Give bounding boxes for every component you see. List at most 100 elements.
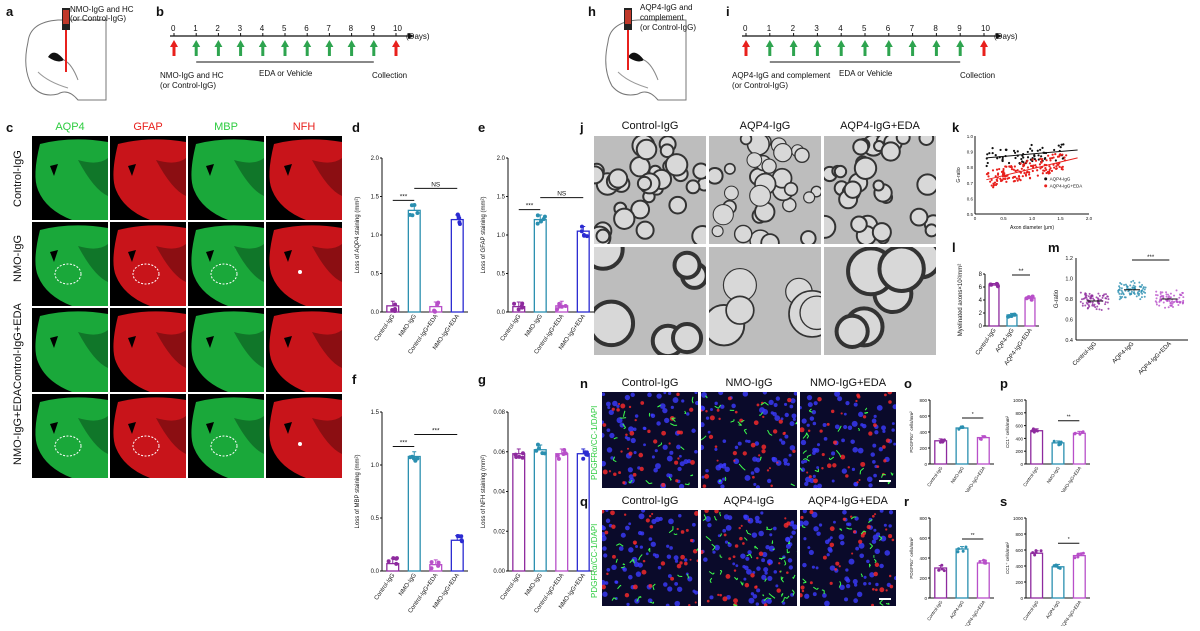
y-tick-label: 800 [919,398,927,403]
tissue-shape [35,225,108,306]
dapi-nucleus [662,407,668,414]
data-point [1025,161,1028,164]
treatment-arrow-icon [236,40,245,56]
ventricle [206,422,214,434]
ventricle [128,336,136,348]
data-point [534,448,539,453]
brain-section-svg [191,397,264,478]
pdgfra-cell [670,423,678,426]
data-point [535,221,540,226]
dapi-nucleus [717,534,721,538]
cc1-cell [871,603,875,606]
bar [576,453,590,572]
cc1-cell [611,524,616,529]
data-point [978,560,982,564]
dapi-nucleus [679,461,685,467]
cc1-cell [801,589,805,593]
cc1-cell [832,463,837,468]
dapi-nucleus [812,474,816,478]
dapi-nucleus [853,598,859,604]
data-point [1031,149,1034,152]
cc1-cell [689,558,692,561]
lesion-outline [54,263,82,285]
dapi-nucleus [666,455,673,462]
data-point [1045,159,1048,162]
dapi-nucleus [715,464,722,471]
y-tick-label: 400 [1015,436,1023,441]
data-point [1026,150,1029,154]
myelinated-axon [799,295,821,331]
dapi-nucleus [808,549,814,556]
dapi-nucleus [779,438,783,442]
data-point [1063,156,1066,159]
dapi-nucleus [761,558,766,563]
data-point [1141,284,1144,287]
data-point [555,307,560,312]
pdgfra-cell [638,554,643,561]
x-axis-label: Axon diameter (μm) [1010,225,1054,231]
cc1-cell [763,603,768,606]
dapi-nucleus [813,401,818,406]
y-axis-label: PDGFRα⁺ cells/mm² [909,411,914,453]
cc1-cell [770,484,773,488]
brain-section-image [110,136,186,220]
micrograph-svg [824,136,936,244]
dapi-nucleus [811,410,817,415]
data-point [1091,303,1094,306]
dapi-nucleus [666,544,670,548]
tissue-shape [35,397,108,478]
dapi-nucleus [800,520,804,527]
dapi-nucleus [672,397,679,403]
y-tick-label: 0.8 [1065,297,1073,303]
cc1-cell [740,524,743,527]
myelinated-axon [659,143,675,159]
data-point [1088,305,1091,308]
x-tick-label: Control-IgG [1072,341,1098,367]
data-point [959,426,963,430]
scale-bar [879,598,891,600]
cc1-cell [829,526,835,532]
dapi-nucleus [754,441,760,446]
myelinated-axon [761,158,777,174]
pdgfra-cell [766,526,768,531]
bar [1072,554,1086,599]
dapi-nucleus [866,476,873,483]
cc1-cell [885,589,888,592]
pdgfra-cell [759,456,762,461]
cc1-cell [855,399,858,403]
dapi-nucleus [607,405,611,410]
em-column-header: AQP4-IgG+EDA [840,120,920,132]
inject-label-h: AQP4-IgG and complement (or Control-IgG) [640,3,697,32]
panel-label-c: c [6,120,14,135]
data-point [1121,291,1124,294]
dapi-nucleus [758,530,764,537]
cc1-cell [847,466,850,469]
dapi-nucleus [857,447,864,454]
data-point [1054,152,1057,156]
dapi-nucleus [878,447,883,452]
data-point [516,307,521,312]
y-tick-label: 200 [1015,449,1023,454]
dapi-nucleus [724,540,729,544]
dapi-nucleus [673,555,679,561]
data-point [1084,296,1087,299]
tissue-region [312,244,342,282]
data-point [1154,300,1157,303]
dapi-nucleus [725,524,732,531]
dapi-nucleus [701,422,705,428]
data-point [1057,163,1060,166]
pdgfra-cell [615,558,618,563]
data-point [1182,301,1185,304]
brain-section-image [266,394,342,478]
data-point [991,169,995,172]
dapi-nucleus [868,483,873,488]
dapi-nucleus [812,451,816,455]
column-header-nfh: NFH [292,121,316,133]
myelinated-axon [852,138,870,156]
brain-section-svg [269,225,342,306]
myelinated-axon [843,180,862,199]
brain-section-image [32,308,108,392]
dapi-nucleus [834,392,841,397]
data-point [1038,163,1042,166]
dapi-nucleus [674,581,679,586]
